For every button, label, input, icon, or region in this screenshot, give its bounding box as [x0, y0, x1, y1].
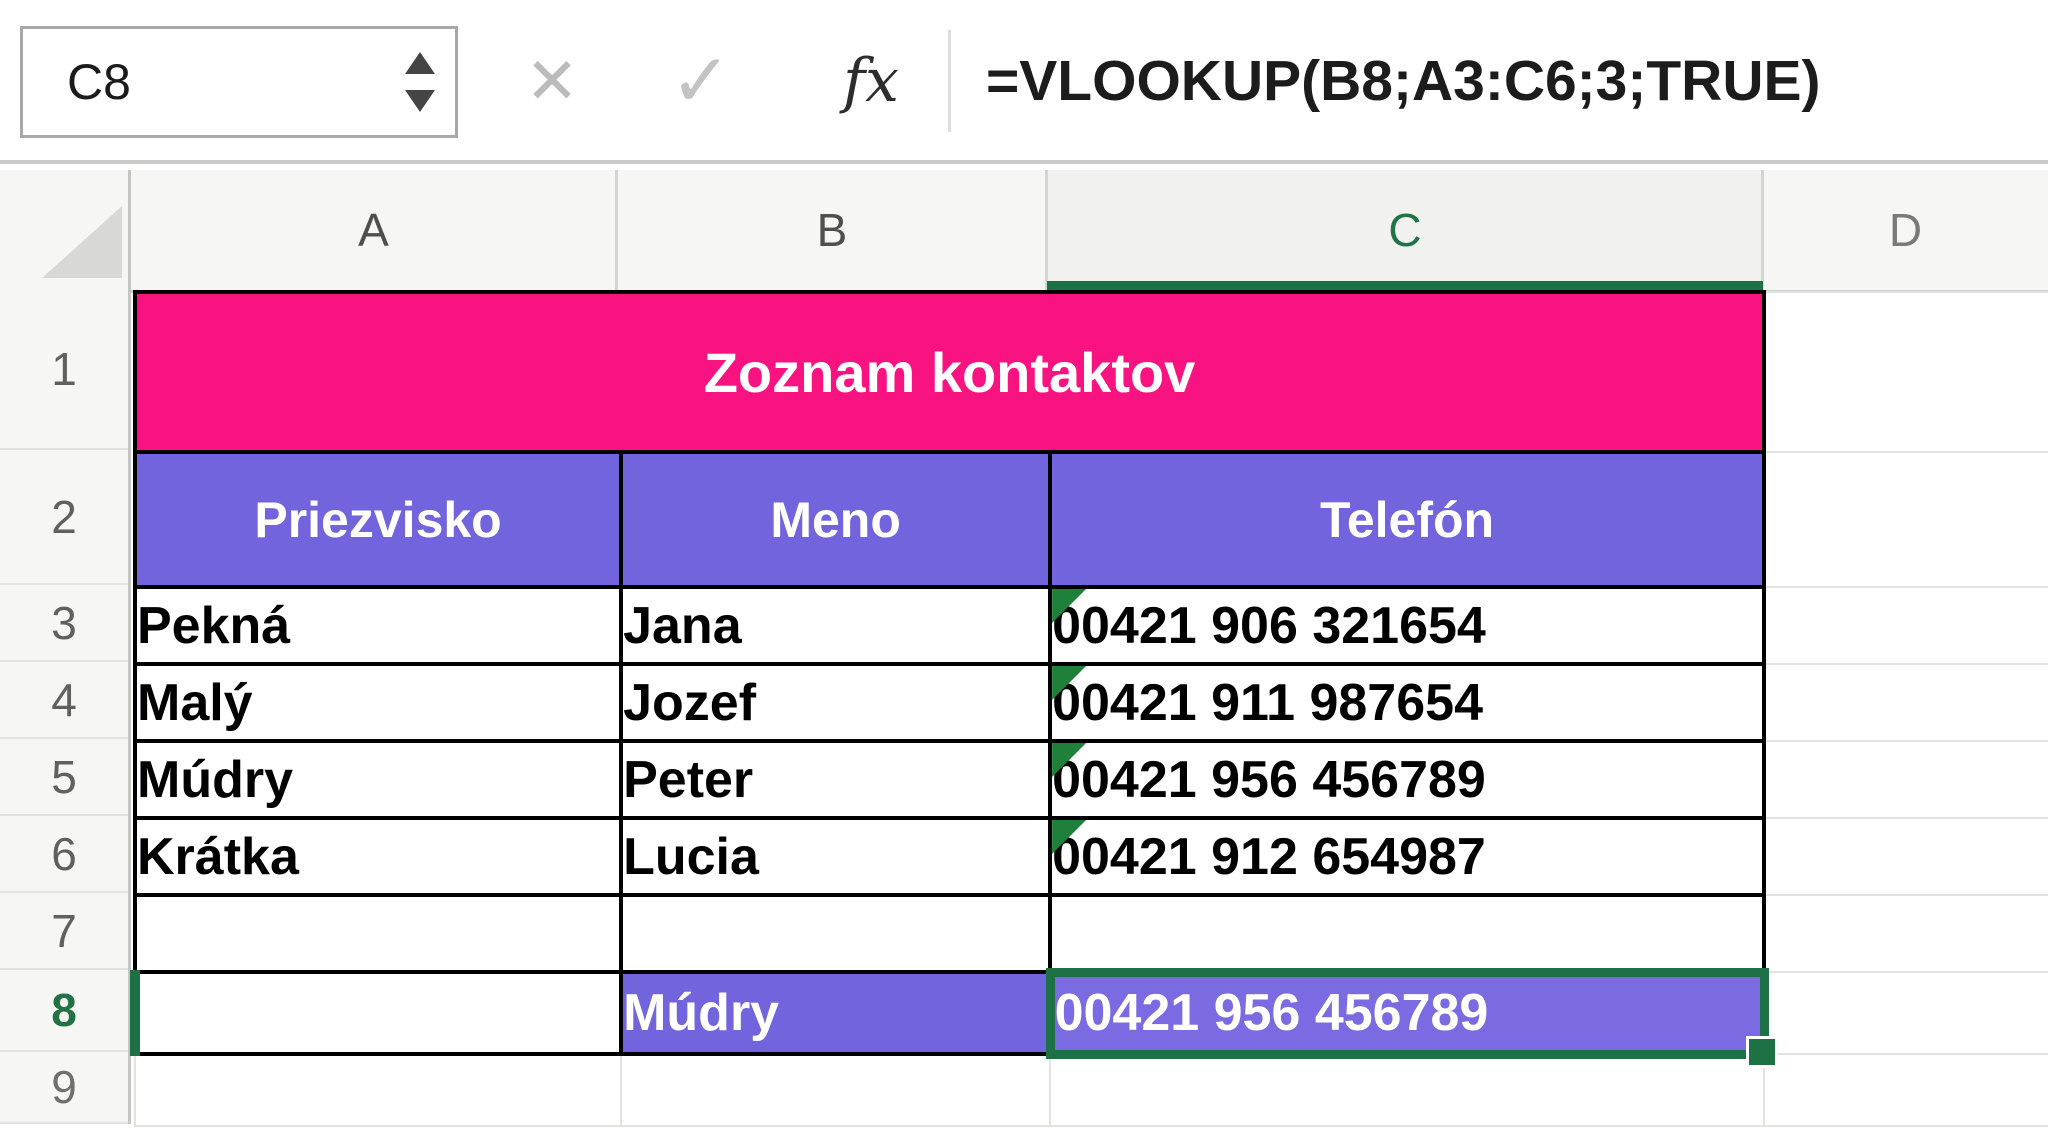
cell-C5[interactable]: 00421 956 456789 [1048, 739, 1767, 820]
column-separator [615, 170, 618, 290]
cell-D8[interactable] [1763, 971, 2048, 1055]
cell-B4[interactable]: Jozef [619, 662, 1053, 743]
cell-A6[interactable]: Krátka [132, 816, 624, 897]
formula-bar: C8 ✕ ✓ fx =VLOOKUP(B8;A3:C6;3;TRUE) [0, 0, 2048, 164]
cell-C3-value: 00421 906 321654 [1052, 596, 1486, 655]
column-separator [1761, 170, 1764, 290]
cell-C2[interactable]: Telefón [1048, 450, 1767, 589]
cell-C6-value: 00421 912 654987 [1052, 827, 1486, 886]
cell-C8-active[interactable]: 00421 956 456789 [1045, 967, 1778, 1068]
row-header-3[interactable]: 3 [0, 585, 128, 662]
cell-D7[interactable] [1763, 894, 2048, 973]
row-header-7[interactable]: 7 [0, 893, 128, 970]
fill-handle[interactable] [1745, 1035, 1778, 1068]
confirm-icon[interactable]: ✓ [669, 39, 732, 122]
cell-C9[interactable] [1049, 1053, 1765, 1127]
cell-B9[interactable] [620, 1053, 1051, 1127]
cell-A5[interactable]: Múdry [132, 739, 624, 820]
row-header-1[interactable]: 1 [0, 290, 128, 450]
select-all-triangle-icon [42, 206, 122, 278]
cell-B6[interactable]: Lucia [619, 816, 1053, 897]
spinner-up-icon[interactable] [405, 52, 435, 74]
name-box[interactable]: C8 [20, 26, 458, 138]
cell-A7[interactable] [132, 893, 624, 974]
cell-A1-merged-title[interactable]: Zoznam kontaktov [132, 290, 1767, 454]
selected-column-underline [1047, 281, 1763, 290]
cell-A4[interactable]: Malý [132, 662, 624, 743]
cell-B8[interactable]: Múdry [619, 970, 1053, 1056]
cell-B7[interactable] [619, 893, 1053, 974]
row-header-8-selected[interactable]: 8 [0, 970, 128, 1052]
column-header-A[interactable]: A [358, 204, 389, 256]
row-header-2[interactable]: 2 [0, 450, 128, 585]
cell-B2[interactable]: Meno [619, 450, 1053, 589]
row-header-4[interactable]: 4 [0, 662, 128, 739]
spreadsheet-grid: Zoznam kontaktov Priezvisko Meno Telefón… [129, 290, 2048, 1127]
cell-D1[interactable] [1763, 291, 2048, 453]
cell-C3[interactable]: 00421 906 321654 [1048, 585, 1767, 666]
cell-B3[interactable]: Jana [619, 585, 1053, 666]
cell-reference[interactable]: C8 [67, 54, 131, 110]
cell-C7[interactable] [1048, 893, 1767, 974]
cell-D6[interactable] [1763, 817, 2048, 896]
cell-C4-value: 00421 911 987654 [1052, 673, 1483, 732]
cell-A3[interactable]: Pekná [132, 585, 624, 666]
name-box-spinner [405, 52, 455, 112]
spinner-down-icon[interactable] [405, 90, 435, 112]
cell-D5[interactable] [1763, 740, 2048, 819]
cell-A2[interactable]: Priezvisko [132, 450, 624, 589]
cell-D2[interactable] [1763, 451, 2048, 588]
cell-C6[interactable]: 00421 912 654987 [1048, 816, 1767, 897]
row-header-9[interactable]: 9 [0, 1052, 128, 1124]
cell-D3[interactable] [1763, 586, 2048, 665]
column-header-band: A B C D [0, 170, 2048, 293]
cell-C5-value: 00421 956 456789 [1052, 750, 1486, 809]
row-header-5[interactable]: 5 [0, 739, 128, 816]
cell-C8-value: 00421 956 456789 [1054, 984, 1489, 1042]
column-header-C[interactable]: C [1047, 170, 1763, 290]
formula-bar-divider [948, 30, 951, 132]
column-separator [1045, 170, 1048, 290]
formula-input[interactable]: =VLOOKUP(B8;A3:C6;3;TRUE) [986, 49, 1821, 113]
cancel-icon[interactable]: ✕ [525, 44, 579, 117]
column-header-B[interactable]: B [816, 204, 848, 256]
cell-B5[interactable]: Peter [619, 739, 1053, 820]
cell-C4[interactable]: 00421 911 987654 [1048, 662, 1767, 743]
column-header-D[interactable]: D [1888, 204, 1923, 256]
row-header-6[interactable]: 6 [0, 816, 128, 893]
cell-D9[interactable] [1763, 1053, 2048, 1127]
cell-A9[interactable] [133, 1053, 622, 1127]
formula-bar-border [0, 160, 2048, 164]
select-all-corner[interactable] [0, 170, 131, 290]
cell-D4[interactable] [1763, 663, 2048, 742]
cell-A8[interactable] [129, 970, 624, 1056]
insert-function-icon[interactable]: fx [842, 46, 900, 116]
row-header-band: 1 2 3 4 5 6 7 8 9 [0, 290, 131, 1124]
